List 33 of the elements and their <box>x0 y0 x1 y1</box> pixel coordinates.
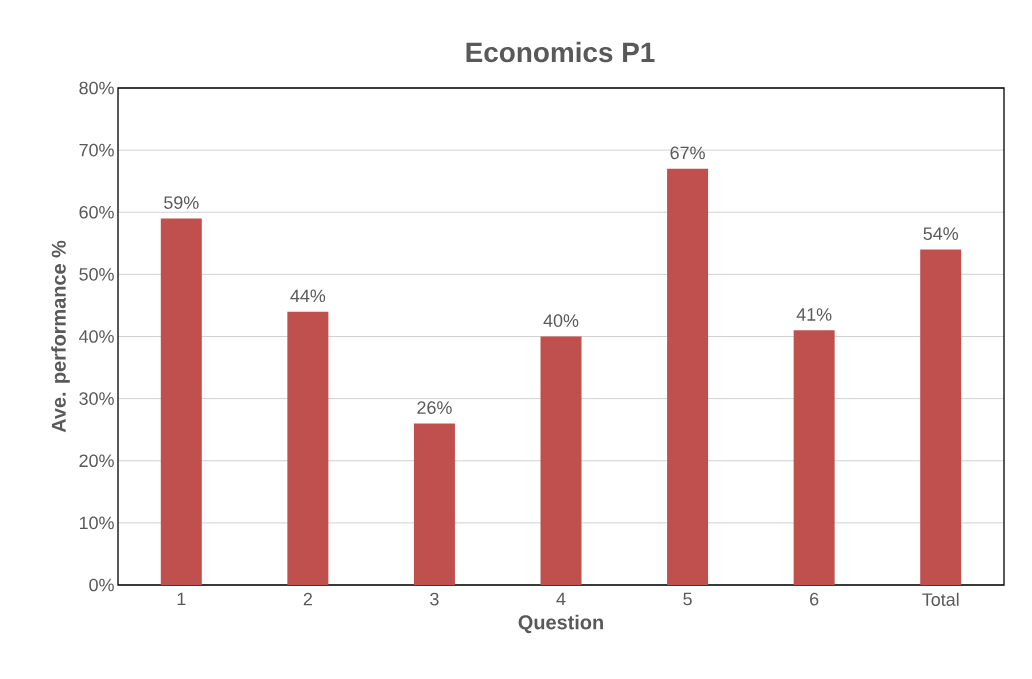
bar <box>160 218 202 585</box>
x-axis-title: Question <box>518 614 603 634</box>
data-label: 40% <box>543 314 579 327</box>
bar <box>667 168 709 585</box>
data-label: 26% <box>417 401 452 414</box>
y-axis-title: Ave. performance % <box>51 240 70 433</box>
chart-title: Economics P1 <box>466 41 655 63</box>
x-tick-label: 3 <box>430 592 439 606</box>
x-tick-label: Total <box>922 592 959 606</box>
data-label: 41% <box>796 308 832 321</box>
x-tick-label: 2 <box>303 592 312 606</box>
bar <box>540 336 582 585</box>
y-tick-label: 70% <box>79 143 114 157</box>
data-label: 67% <box>670 146 705 160</box>
y-tick-label: 40% <box>79 330 114 343</box>
bar <box>793 330 835 585</box>
y-tick-label: 50% <box>79 268 114 281</box>
y-tick-label: 20% <box>79 454 114 468</box>
x-tick-label: 1 <box>177 592 186 606</box>
data-label: 54% <box>923 227 959 240</box>
y-tick-label: 10% <box>79 516 114 530</box>
x-tick-label: 4 <box>556 592 566 606</box>
x-tick-label: 6 <box>810 592 819 606</box>
bar <box>413 423 455 585</box>
y-tick-label: 80% <box>79 81 114 95</box>
data-label: 59% <box>164 196 199 209</box>
y-tick-label: 30% <box>79 392 114 405</box>
bar <box>287 311 329 585</box>
data-label: 44% <box>290 289 326 303</box>
y-tick-label: 0% <box>89 578 114 592</box>
bar <box>920 249 962 585</box>
x-tick-label: 5 <box>683 592 692 606</box>
y-tick-label: 60% <box>79 205 114 219</box>
